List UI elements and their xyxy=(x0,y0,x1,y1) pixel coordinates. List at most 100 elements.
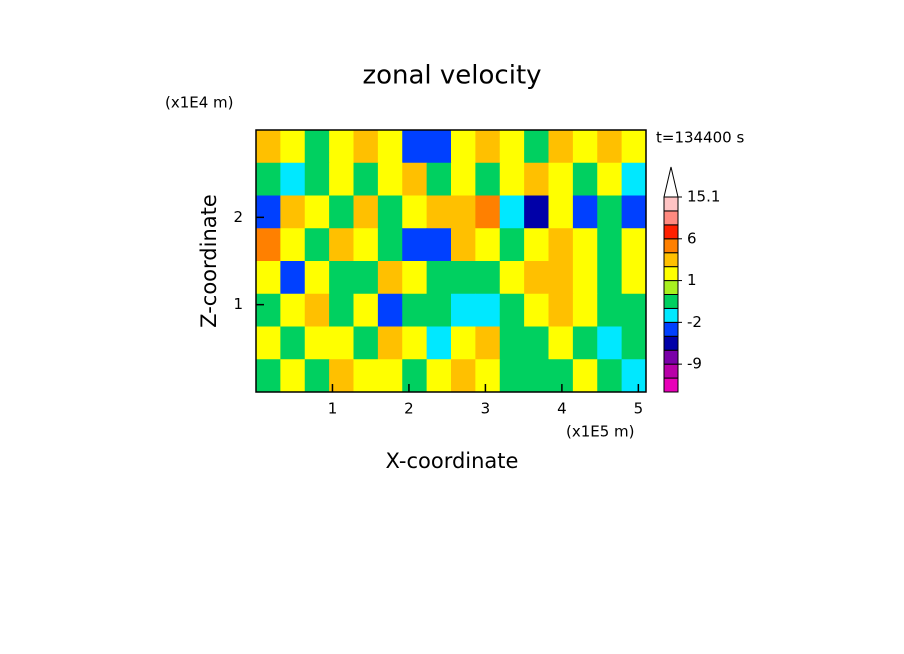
field-cell xyxy=(548,293,574,327)
field-cell xyxy=(304,228,330,262)
field-cell xyxy=(451,261,476,295)
field-cell xyxy=(402,130,428,164)
field-cell xyxy=(353,261,379,295)
y-tick-label: 1 xyxy=(233,295,243,313)
field-cell xyxy=(426,228,452,262)
colorbar-tick-label: 15.1 xyxy=(687,188,720,206)
field-cell xyxy=(597,359,623,393)
colorbar-band xyxy=(663,307,679,323)
field-cell xyxy=(256,359,281,393)
colorbar-band xyxy=(663,238,679,254)
field-cell xyxy=(499,228,525,262)
field-cell xyxy=(621,162,647,196)
colorbar-band xyxy=(663,294,679,309)
field-cell xyxy=(548,359,574,393)
field-cell xyxy=(377,293,403,327)
field-cell xyxy=(475,261,501,295)
field-cell xyxy=(524,195,549,229)
time-label: t=134400 s xyxy=(656,129,744,147)
field-cell xyxy=(280,162,306,196)
field-cell xyxy=(499,130,525,164)
field-cell xyxy=(524,228,549,262)
field-cell xyxy=(621,130,647,164)
field-cell xyxy=(426,130,452,164)
colorbar-band xyxy=(663,377,679,393)
field xyxy=(256,130,647,393)
field-cell xyxy=(597,293,623,327)
field-cell xyxy=(475,326,501,360)
field-cell xyxy=(499,162,525,196)
field-cell xyxy=(329,228,354,262)
field-cell xyxy=(280,261,306,295)
field-cell xyxy=(377,130,403,164)
field-cell xyxy=(256,261,281,295)
field-cell xyxy=(548,195,574,229)
field-cell xyxy=(329,130,354,164)
field-cell xyxy=(329,293,354,327)
colorbar-tick-label: -2 xyxy=(687,313,702,331)
field-cell xyxy=(597,195,623,229)
field-cell xyxy=(548,261,574,295)
colorbar-extend xyxy=(663,166,679,198)
field-cell xyxy=(402,359,428,393)
colorbar-band xyxy=(663,321,679,337)
field-cell xyxy=(329,195,354,229)
field-cell xyxy=(499,261,525,295)
field-cell xyxy=(572,293,598,327)
field-cell xyxy=(377,195,403,229)
field-cell xyxy=(256,130,281,164)
field-cell xyxy=(475,195,501,229)
field-cell xyxy=(402,326,428,360)
field-cell xyxy=(621,293,647,327)
field-cell xyxy=(256,162,281,196)
field-cell xyxy=(548,130,574,164)
field-cell xyxy=(426,195,452,229)
field-cell xyxy=(451,130,476,164)
field-cell xyxy=(524,130,549,164)
field-cell xyxy=(353,228,379,262)
field-cell xyxy=(280,359,306,393)
field-cell xyxy=(548,326,574,360)
field-cell xyxy=(597,130,623,164)
field-cell xyxy=(377,228,403,262)
plot-frame xyxy=(255,129,647,393)
field-cell xyxy=(329,326,354,360)
colorbar-band xyxy=(663,280,679,296)
field-cell xyxy=(304,293,330,327)
field-cell xyxy=(451,293,476,327)
field-cell xyxy=(524,359,549,393)
field-cell xyxy=(572,228,598,262)
field-cell xyxy=(524,261,549,295)
field-cell xyxy=(499,293,525,327)
field-cell xyxy=(329,162,354,196)
colorbar-band xyxy=(663,363,679,379)
field-cell xyxy=(572,195,598,229)
field-cell xyxy=(597,228,623,262)
x-tick-label: 2 xyxy=(404,400,414,418)
field-cell xyxy=(304,359,330,393)
ticks: 1 2 3 4 5 1 2 xyxy=(233,208,643,418)
field-cell xyxy=(621,228,647,262)
x-axis-label: X-coordinate xyxy=(386,449,519,473)
field-cell xyxy=(597,326,623,360)
colorbar-tick-label: -9 xyxy=(687,355,702,373)
colorbar-tick-label: 1 xyxy=(687,271,697,289)
field-cell xyxy=(621,359,647,393)
field-cell xyxy=(475,228,501,262)
x-tick-label: 1 xyxy=(328,400,338,418)
field-cell xyxy=(280,130,306,164)
field-cell xyxy=(572,261,598,295)
field-cell xyxy=(353,195,379,229)
colorbar-band xyxy=(663,335,679,351)
field-cell xyxy=(475,293,501,327)
field-cell xyxy=(402,228,428,262)
field-cell xyxy=(304,195,330,229)
field-cell xyxy=(597,261,623,295)
chart-title: zonal velocity xyxy=(362,61,541,91)
y-axis-label: Z-coordinate xyxy=(197,194,221,328)
field-cell xyxy=(402,261,428,295)
field-cell xyxy=(329,261,354,295)
field-cell xyxy=(329,359,354,393)
field-cell xyxy=(353,162,379,196)
